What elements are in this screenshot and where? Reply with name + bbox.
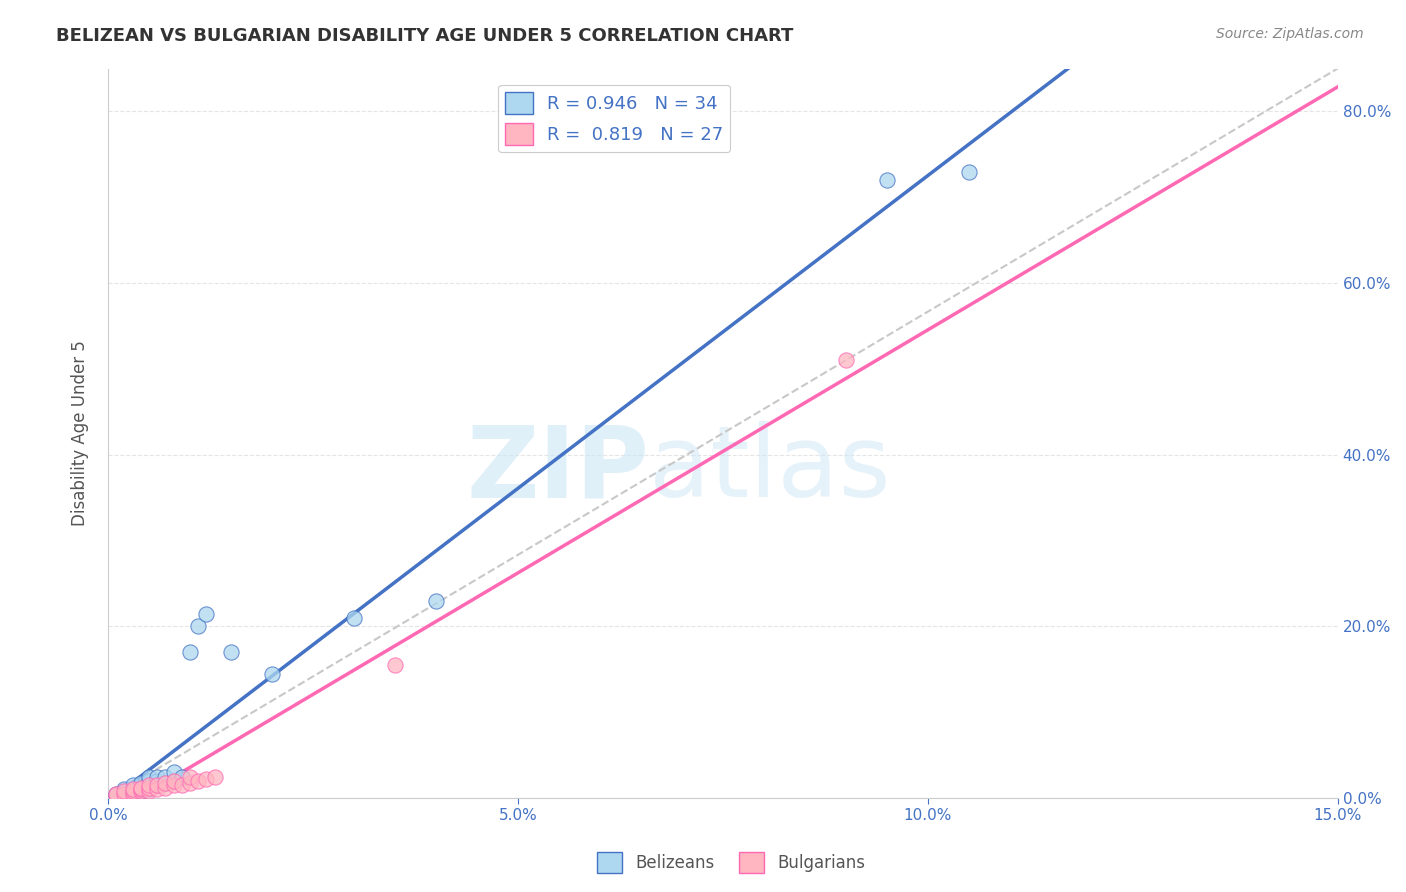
Point — [146, 782, 169, 797]
Point — [121, 787, 143, 801]
Point — [112, 784, 135, 798]
Point — [138, 780, 160, 795]
Point — [162, 773, 184, 788]
Point — [260, 666, 283, 681]
Point — [146, 778, 169, 792]
Legend: Belizeans, Bulgarians: Belizeans, Bulgarians — [591, 846, 872, 880]
Point — [112, 787, 135, 801]
Point — [121, 782, 143, 797]
Point — [162, 778, 184, 792]
Point — [835, 353, 858, 368]
Point — [129, 780, 152, 795]
Point — [138, 770, 160, 784]
Point — [105, 787, 128, 801]
Legend: R = 0.946   N = 34, R =  0.819   N = 27: R = 0.946 N = 34, R = 0.819 N = 27 — [498, 85, 731, 153]
Point — [957, 164, 980, 178]
Point — [155, 775, 177, 789]
Point — [876, 173, 898, 187]
Text: ZIP: ZIP — [467, 421, 650, 518]
Point — [129, 784, 152, 798]
Point — [384, 658, 406, 673]
Point — [162, 765, 184, 780]
Point — [146, 770, 169, 784]
Point — [121, 785, 143, 799]
Point — [121, 782, 143, 797]
Point — [105, 787, 128, 801]
Point — [219, 645, 242, 659]
Text: atlas: atlas — [650, 421, 890, 518]
Point — [121, 780, 143, 795]
Point — [195, 607, 218, 621]
Point — [162, 773, 184, 788]
Point — [138, 773, 160, 788]
Point — [129, 784, 152, 798]
Point — [155, 770, 177, 784]
Point — [146, 773, 169, 788]
Text: Source: ZipAtlas.com: Source: ZipAtlas.com — [1216, 27, 1364, 41]
Point — [179, 645, 201, 659]
Point — [129, 775, 152, 789]
Point — [121, 784, 143, 798]
Point — [155, 775, 177, 789]
Point — [121, 778, 143, 792]
Point — [138, 778, 160, 792]
Point — [179, 770, 201, 784]
Point — [170, 770, 193, 784]
Point — [146, 778, 169, 792]
Point — [129, 780, 152, 795]
Point — [343, 611, 366, 625]
Point — [138, 778, 160, 792]
Point — [112, 787, 135, 801]
Point — [138, 782, 160, 797]
Point — [155, 780, 177, 795]
Point — [121, 787, 143, 801]
Point — [105, 789, 128, 803]
Point — [129, 782, 152, 797]
Point — [112, 782, 135, 797]
Point — [187, 619, 209, 633]
Point — [179, 775, 201, 789]
Point — [425, 593, 447, 607]
Point — [138, 784, 160, 798]
Point — [105, 789, 128, 803]
Text: BELIZEAN VS BULGARIAN DISABILITY AGE UNDER 5 CORRELATION CHART: BELIZEAN VS BULGARIAN DISABILITY AGE UND… — [56, 27, 793, 45]
Point — [187, 773, 209, 788]
Point — [195, 772, 218, 787]
Point — [170, 778, 193, 792]
Y-axis label: Disability Age Under 5: Disability Age Under 5 — [72, 341, 89, 526]
Point — [204, 770, 226, 784]
Point — [112, 784, 135, 798]
